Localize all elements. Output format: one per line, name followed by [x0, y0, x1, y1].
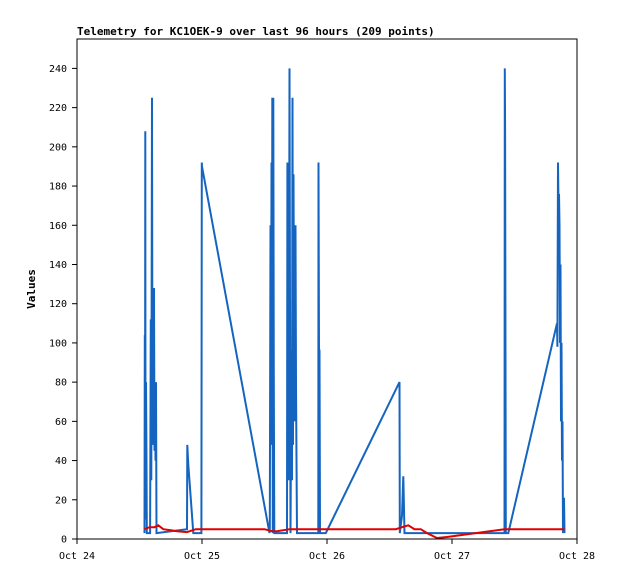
y-tick-label: 240	[49, 64, 67, 75]
y-tick-label: 60	[55, 417, 67, 428]
y-tick-label: 120	[49, 299, 67, 310]
series-layer	[77, 68, 577, 540]
x-tick-label: Oct 28	[559, 551, 595, 562]
x-axis-ticks: Oct 24 Oct 25 Oct 26 Oct 27 Oct 28	[59, 539, 595, 562]
y-axis-ticks: 0 20 40 60 80 100 120 140 160 180 200 220 240	[49, 64, 77, 546]
chart-title: Telemetry for KC1OEK-9 over last 96 hour…	[77, 25, 435, 38]
y-tick-label: 140	[49, 260, 67, 271]
x-tick-label: Oct 24	[59, 551, 95, 562]
y-tick-label: 160	[49, 221, 67, 232]
y-tick-label: 20	[55, 495, 67, 506]
y-tick-label: 220	[49, 103, 67, 114]
y-tick-label: 180	[49, 182, 67, 193]
x-tick-label: Oct 26	[309, 551, 345, 562]
y-tick-label: 0	[61, 535, 67, 546]
y-axis-label: Values	[25, 269, 38, 309]
series-line-2	[144, 524, 565, 540]
y-tick-label: 40	[55, 456, 67, 467]
y-tick-label: 200	[49, 142, 67, 153]
series-line-1	[143, 68, 566, 535]
y-tick-label: 80	[55, 378, 67, 389]
x-tick-label: Oct 25	[184, 551, 220, 562]
y-tick-label: 100	[49, 338, 67, 349]
x-tick-label: Oct 27	[434, 551, 470, 562]
